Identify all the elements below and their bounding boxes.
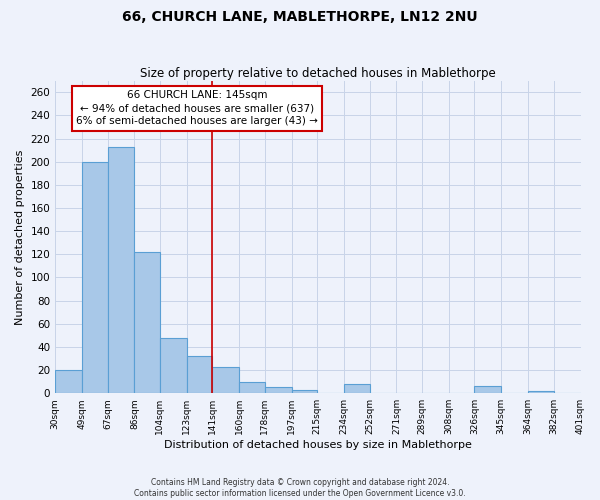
Bar (107, 146, 134, 393)
Bar (160, 338, 187, 393)
Text: 66 CHURCH LANE: 145sqm
← 94% of detached houses are smaller (637)
6% of semi-det: 66 CHURCH LANE: 145sqm ← 94% of detached… (76, 90, 318, 126)
Bar (344, 384, 370, 393)
Bar (292, 390, 317, 393)
Text: Contains HM Land Registry data © Crown copyright and database right 2024.
Contai: Contains HM Land Registry data © Crown c… (134, 478, 466, 498)
Bar (239, 382, 265, 393)
Text: 66, CHURCH LANE, MABLETHORPE, LN12 2NU: 66, CHURCH LANE, MABLETHORPE, LN12 2NU (122, 10, 478, 24)
Bar (265, 388, 292, 393)
Title: Size of property relative to detached houses in Mablethorpe: Size of property relative to detached ho… (140, 66, 496, 80)
X-axis label: Distribution of detached houses by size in Mablethorpe: Distribution of detached houses by size … (164, 440, 472, 450)
Bar (212, 366, 239, 393)
Bar (82, 162, 107, 393)
Bar (55, 370, 82, 393)
Bar (134, 252, 160, 393)
Y-axis label: Number of detached properties: Number of detached properties (15, 149, 25, 324)
Bar (187, 356, 212, 393)
Bar (475, 386, 501, 393)
Bar (528, 391, 554, 393)
